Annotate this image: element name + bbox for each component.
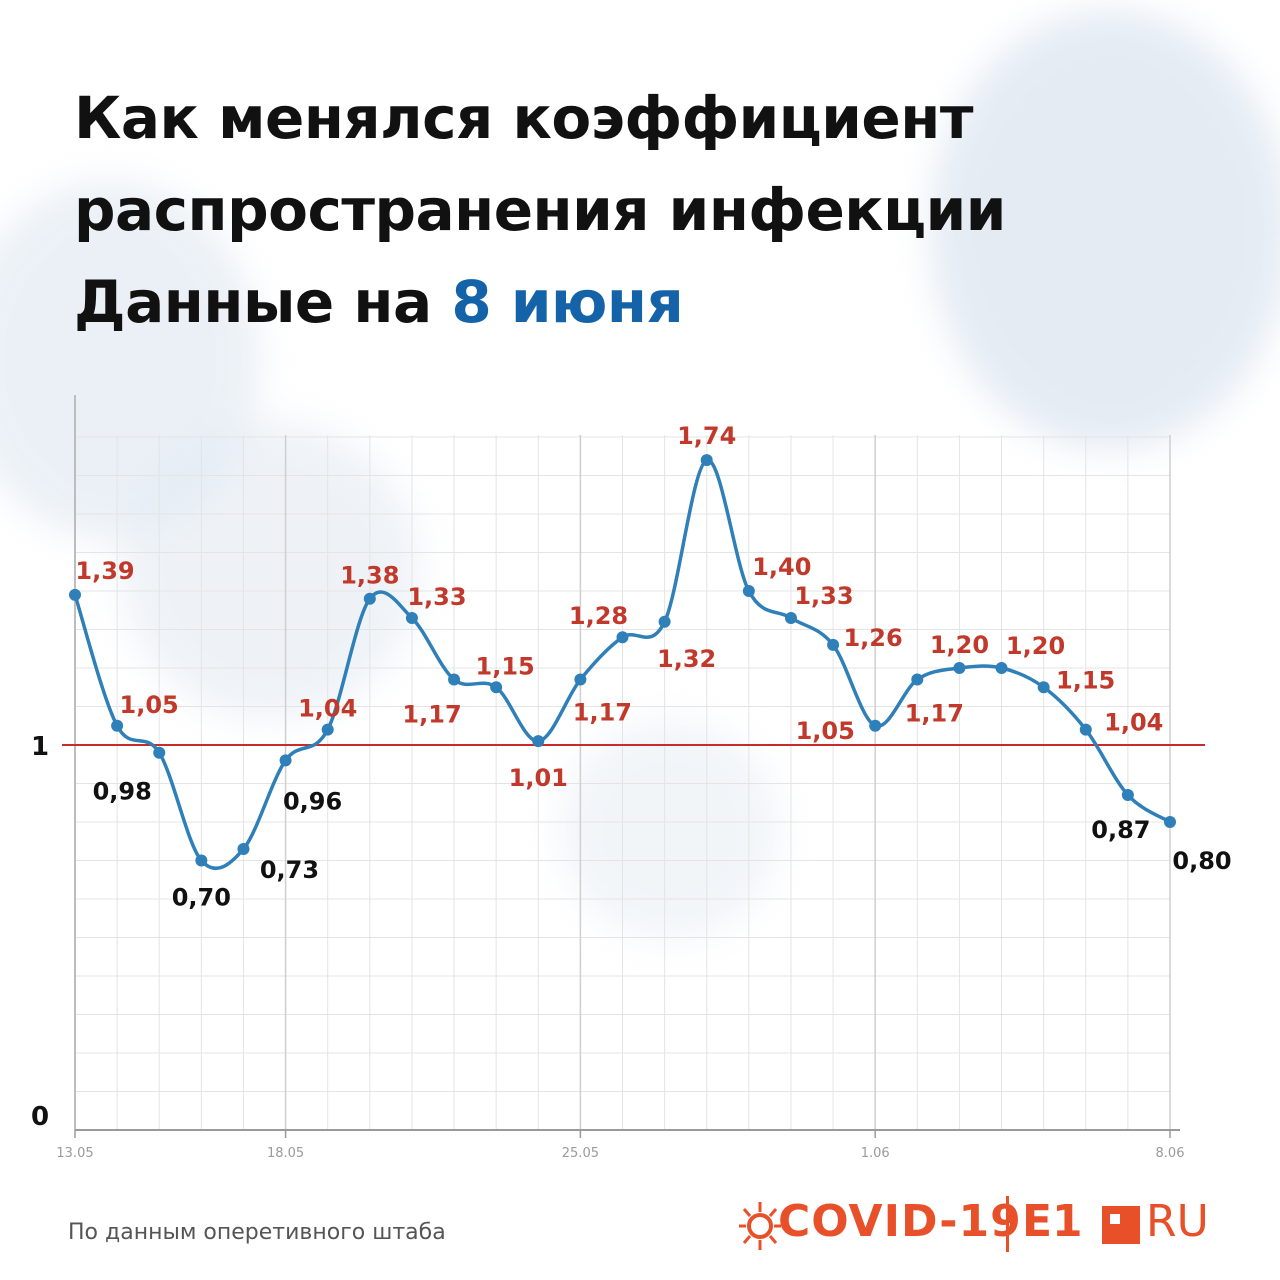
line-chart: 13.05 18.05 25.05 1.06 8.06 0 1 1,39 1,05 0,98 0,7… (31, 395, 1232, 1161)
data-point (995, 662, 1008, 674)
title-line-2: распространения инфекции (74, 176, 1006, 244)
x-tick-label: 1.06 (861, 1146, 890, 1161)
data-point (1121, 789, 1134, 802)
data-label: 1,26 (843, 624, 902, 652)
title-date: 8 июня (451, 268, 684, 336)
y-tick-label: 1 (31, 732, 49, 762)
data-point (153, 746, 166, 759)
logo-square-icon (1102, 1206, 1140, 1244)
chart-title: Как менялся коэффициент распространения … (74, 72, 1006, 348)
data-point (195, 854, 208, 867)
data-point (869, 719, 882, 732)
data-point (1079, 723, 1092, 736)
data-label: 1,38 (340, 562, 399, 590)
data-point (574, 673, 587, 686)
background-decoration (930, 10, 1280, 450)
data-point (448, 673, 461, 686)
data-point (363, 592, 376, 605)
data-point (1164, 816, 1176, 828)
logo-divider (1006, 1196, 1009, 1252)
virus-icon (739, 1202, 781, 1250)
data-point (405, 611, 418, 624)
data-point (658, 615, 671, 628)
data-point (1037, 681, 1050, 694)
x-tick-label: 25.05 (562, 1146, 599, 1161)
data-point (827, 638, 840, 651)
data-point (279, 754, 292, 767)
source-note: По данным оперетивного штаба (68, 1220, 446, 1245)
logo-e1-text: E1 (1022, 1196, 1083, 1247)
x-tick-label: 18.05 (267, 1146, 304, 1161)
logo-covid-text: COVID-19 (778, 1196, 1022, 1247)
background-decoration (560, 720, 780, 940)
data-label: 1,17 (402, 701, 461, 729)
data-label: 0,73 (260, 856, 319, 884)
data-label: 1,20 (1006, 632, 1065, 660)
data-label: 1,20 (930, 631, 989, 659)
data-label: 1,28 (569, 602, 628, 630)
data-label: 1,17 (573, 699, 632, 727)
data-label: 1,15 (476, 652, 535, 680)
logo-ru-text: RU (1146, 1196, 1209, 1247)
x-tick-label: 8.06 (1156, 1146, 1185, 1161)
data-label: 1,04 (1104, 709, 1163, 737)
data-label: 0,80 (1172, 847, 1231, 875)
data-point (700, 454, 713, 467)
data-label: 1,01 (509, 764, 568, 792)
data-label: 0,98 (93, 778, 152, 806)
data-label: 1,05 (120, 691, 179, 719)
data-point (911, 673, 924, 686)
data-label: 1,32 (657, 645, 716, 673)
covid-e1-logo: COVID-19 E1 RU (738, 1190, 1238, 1260)
data-label: 0,96 (283, 787, 342, 815)
title-line-3-prefix: Данные на (74, 268, 452, 336)
data-label: 1,33 (794, 582, 853, 610)
x-tick-label: 13.05 (56, 1146, 93, 1161)
data-point (742, 585, 755, 597)
data-point (953, 662, 966, 674)
data-point (111, 719, 124, 732)
data-label: 1,39 (75, 557, 134, 585)
data-point (321, 723, 334, 736)
y-tick-label: 0 (31, 1102, 49, 1132)
data-label: 1,05 (796, 717, 855, 745)
data-label: 1,15 (1056, 666, 1115, 694)
data-label: 0,70 (172, 884, 231, 912)
data-label: 0,87 (1091, 816, 1150, 844)
data-point (616, 631, 629, 644)
data-point (237, 842, 250, 855)
data-point (784, 611, 797, 624)
data-point (490, 681, 503, 694)
title-line-1: Как менялся коэффициент (74, 84, 973, 152)
data-point (69, 588, 81, 601)
data-label: 1,33 (407, 583, 466, 611)
data-label: 1,40 (752, 553, 811, 581)
data-label: 1,17 (905, 700, 964, 728)
data-point (532, 735, 545, 748)
data-label: 1,74 (677, 422, 736, 450)
data-label: 1,04 (298, 695, 357, 723)
